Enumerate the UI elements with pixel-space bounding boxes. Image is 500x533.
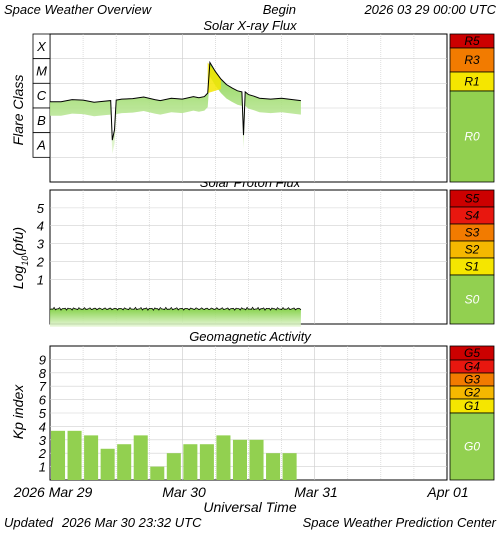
xray-title: Solar X-ray Flux [203, 18, 297, 33]
kp-bar [84, 435, 99, 480]
x-tick-mar29: 2026 Mar 29 [13, 484, 93, 500]
flare-class-label: X [36, 39, 47, 54]
kp-y-tick: 5 [39, 406, 47, 421]
kp-bar [133, 435, 148, 480]
scale-label-g3: G3 [464, 373, 480, 387]
xray-flare-fill [207, 62, 221, 94]
scale-label-g1: G1 [464, 399, 480, 413]
scale-label-r3: R3 [464, 53, 480, 67]
scale-label-s5: S5 [465, 192, 480, 206]
scale-label-s0: S0 [465, 293, 480, 307]
scale-label-r1: R1 [464, 75, 479, 89]
kp-y-tick: 9 [39, 352, 46, 367]
scale-label-r5: R5 [464, 34, 480, 48]
flare-class-box [32, 132, 51, 158]
scale-cell-r0 [449, 90, 495, 183]
flare-class-label: C [37, 88, 47, 103]
proton-y-tick: 1 [37, 272, 44, 287]
proton-flux-line [49, 306, 302, 311]
page-title: Space Weather Overview [4, 2, 153, 17]
geomag-ylabel: Kp index [10, 384, 26, 439]
flare-class-label: B [37, 113, 46, 128]
scale-label-s1: S1 [465, 260, 480, 274]
kp-bar [183, 444, 198, 480]
scale-label-r0: R0 [464, 130, 480, 144]
proton-y-tick: 3 [37, 237, 45, 252]
scale-label-s2: S2 [465, 243, 480, 257]
kp-bar [249, 439, 264, 480]
proton-y-tick: 5 [37, 201, 45, 216]
scale-label-g5: G5 [464, 346, 480, 360]
kp-bar [232, 439, 247, 480]
proton-y-tick: 2 [36, 254, 45, 269]
kp-y-tick: 4 [39, 419, 46, 434]
kp-y-tick: 2 [38, 446, 47, 461]
kp-bar [67, 430, 82, 480]
x-tick-apr01: Apr 01 [426, 484, 468, 500]
credit-text: Space Weather Prediction Center [303, 515, 497, 530]
kp-y-tick: 6 [39, 393, 47, 408]
kp-bar [166, 453, 181, 480]
updated-label: Updated [4, 515, 54, 530]
proton-flux-fill [50, 308, 301, 327]
begin-label: Begin [263, 2, 296, 17]
xray-flux-line [50, 60, 301, 141]
flare-class-label: M [36, 64, 47, 79]
kp-bar [100, 448, 115, 480]
updated-value: 2026 Mar 30 23:32 UTC [61, 515, 202, 530]
kp-bar [150, 466, 165, 480]
kp-bar [282, 453, 297, 480]
scale-label-g4: G4 [464, 360, 480, 374]
proton-y-tick: 4 [37, 219, 44, 234]
scale-cell-r3 [449, 47, 495, 73]
kp-bar [51, 430, 66, 480]
x-tick-mar30: Mar 30 [162, 484, 206, 500]
flare-class-label: A [36, 138, 46, 153]
begin-value: 2026 03 29 00:00 UTC [363, 2, 496, 17]
xray-ylabel: Flare Class [10, 75, 26, 146]
kp-y-tick: 3 [39, 433, 47, 448]
proton-ylabel: Log10(pfu) [10, 227, 30, 289]
scale-label-s3: S3 [465, 226, 480, 240]
kp-y-tick: 7 [39, 379, 47, 394]
x-axis-label: Universal Time [203, 499, 296, 515]
kp-bar [216, 435, 231, 480]
kp-bar [117, 444, 132, 480]
x-tick-mar31: Mar 31 [294, 484, 338, 500]
scale-label-g0: G0 [464, 440, 480, 454]
kp-y-tick: 8 [39, 366, 47, 381]
kp-bar [266, 453, 281, 480]
scale-cell-s0 [449, 274, 495, 325]
kp-bar [199, 444, 214, 480]
geomag-title: Geomagnetic Activity [189, 329, 312, 344]
scale-cell-g0 [449, 412, 495, 481]
xray-flux-fill [50, 62, 301, 155]
kp-y-tick: 1 [39, 460, 46, 475]
scale-label-s4: S4 [465, 209, 480, 223]
scale-label-g2: G2 [464, 386, 480, 400]
